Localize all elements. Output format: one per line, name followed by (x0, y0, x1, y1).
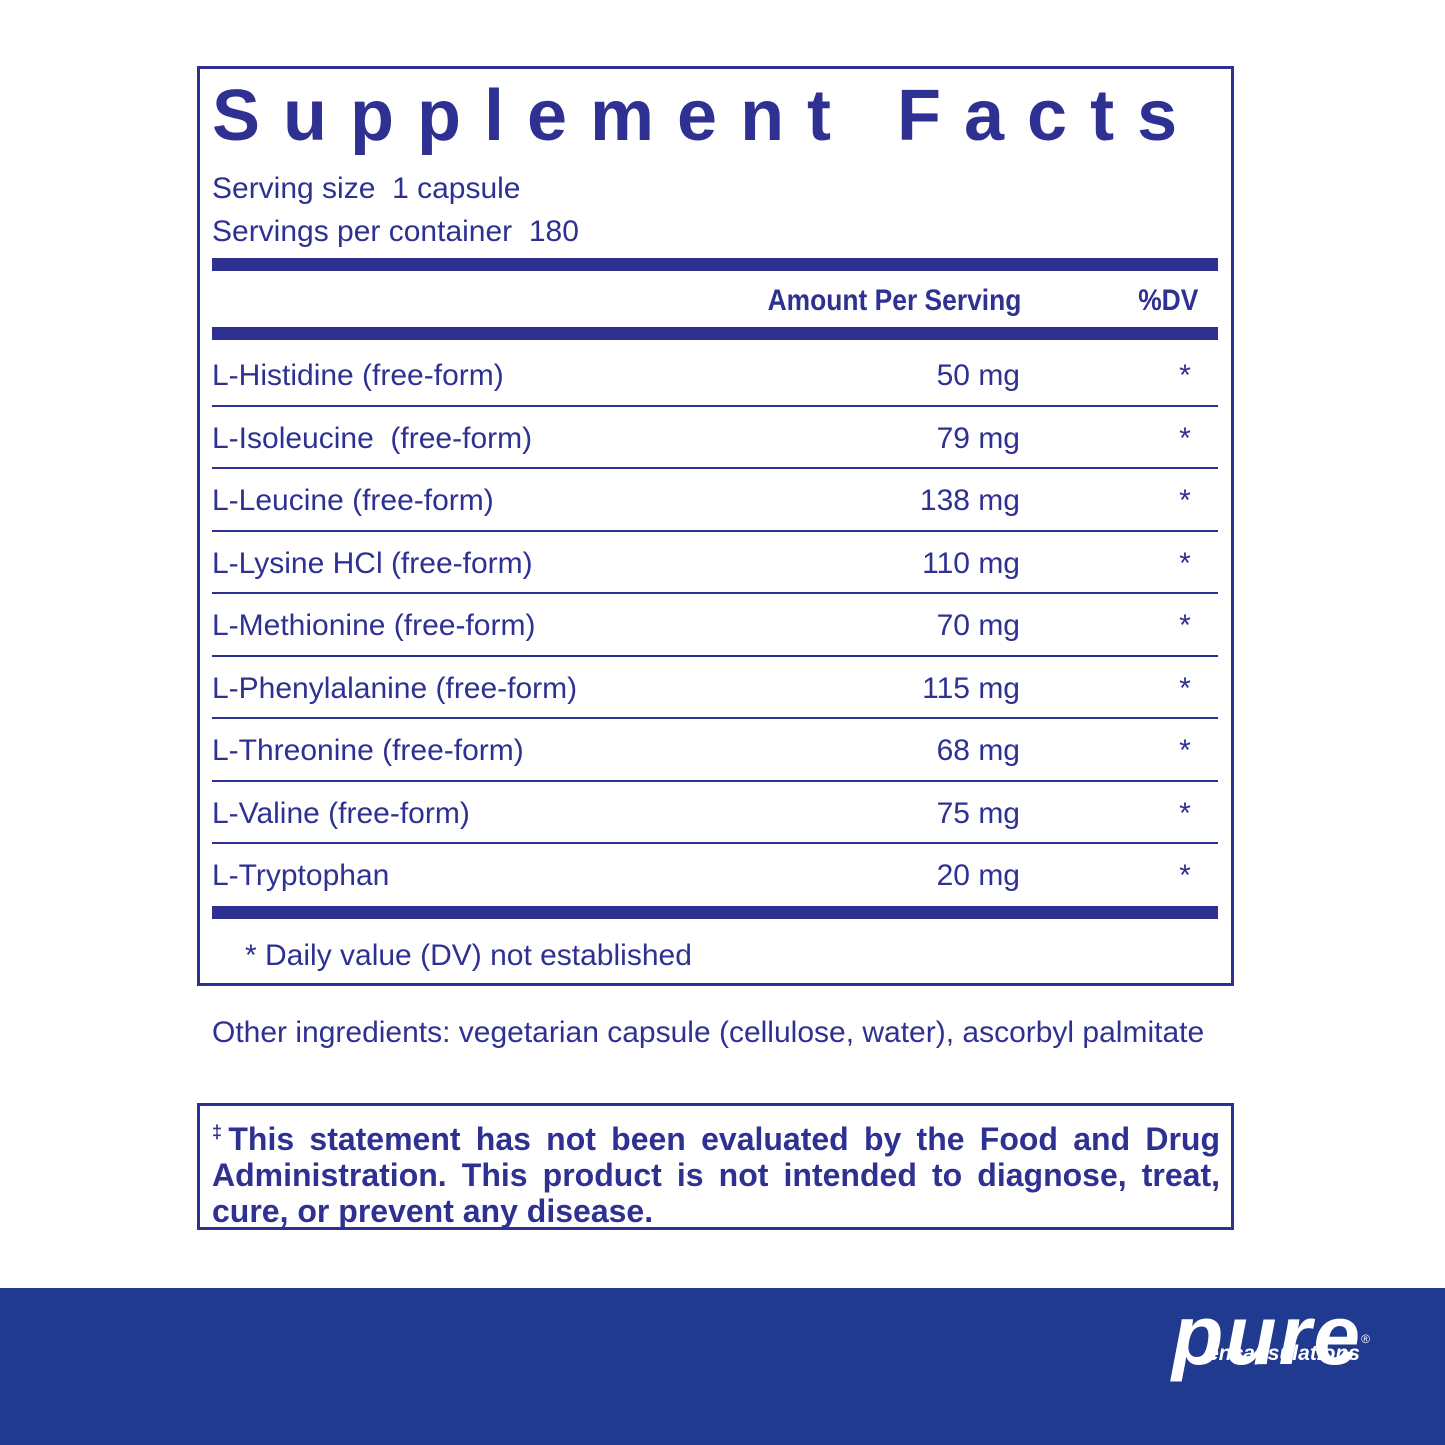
nutrient-row: L-Isoleucine (free-form) 79 mg * (212, 407, 1218, 469)
nutrient-name: L-Valine (free-form) (212, 796, 470, 830)
nutrient-amount: 115 mg (922, 671, 1020, 705)
nutrient-dv: * (1179, 671, 1191, 705)
amount-header: Amount Per Serving (767, 284, 1021, 317)
serving-size: Serving size 1 capsule (212, 172, 521, 205)
nutrient-rows: L-Histidine (free-form) 50 mg * L-Isoleucin… (212, 344, 1218, 907)
disclaimer-text: This statement has not been evaluated by… (212, 1121, 1221, 1229)
nutrient-dv: * (1179, 421, 1191, 455)
divider-bar (212, 258, 1218, 271)
title: Supplement Facts (212, 76, 1201, 156)
nutrient-amount: 75 mg (936, 796, 1020, 830)
nutrient-name: L-Leucine (free-form) (212, 484, 494, 517)
nutrient-name: L-Histidine (free-form) (212, 359, 504, 392)
nutrient-amount: 110 mg (922, 546, 1020, 580)
disclaimer: ‡This statement has not been evaluated b… (212, 1114, 1220, 1229)
nutrient-name: L-Threonine (free-form) (212, 734, 524, 767)
nutrient-amount: 79 mg (936, 421, 1020, 455)
nutrient-dv: * (1179, 734, 1191, 767)
nutrient-row: L-Phenylalanine (free-form) 115 mg * (212, 657, 1218, 719)
nutrient-name: L-Isoleucine (free-form) (212, 421, 533, 455)
nutrient-amount: 138 mg (919, 484, 1020, 517)
nutrient-dv: * (1179, 859, 1191, 892)
footnote: * Daily value (DV) not established (245, 939, 692, 972)
divider-bar (212, 906, 1218, 919)
nutrient-amount: 20 mg (936, 859, 1020, 892)
nutrient-row: L-Leucine (free-form) 138 mg * (212, 469, 1218, 532)
nutrient-name: L-Phenylalanine (free-form) (212, 671, 578, 705)
nutrient-dv: * (1179, 359, 1191, 392)
registered-mark: ® (1361, 1332, 1370, 1346)
brand-band (0, 1288, 1445, 1445)
nutrient-dv: * (1179, 609, 1191, 642)
nutrient-dv: * (1179, 796, 1191, 830)
nutrient-dv: * (1179, 546, 1191, 580)
nutrient-amount: 70 mg (936, 609, 1020, 642)
nutrient-row: L-Valine (free-form) 75 mg * (212, 782, 1218, 844)
dv-header: %DV (1137, 284, 1198, 317)
brand-tagline: encapsulations (1207, 1342, 1360, 1365)
nutrient-row: L-Tryptophan 20 mg * (212, 844, 1218, 907)
other-ingredients: Other ingredients: vegetarian capsule (c… (212, 1016, 1205, 1049)
nutrient-name: L-Methionine (free-form) (212, 609, 536, 642)
disclaimer-box (197, 1103, 1234, 1230)
nutrient-row: L-Methionine (free-form) 70 mg * (212, 594, 1218, 657)
divider-bar (212, 327, 1218, 340)
servings-per-container: Servings per container 180 (212, 215, 579, 248)
nutrient-amount: 68 mg (936, 734, 1020, 767)
nutrient-dv: * (1179, 484, 1191, 517)
nutrient-row: L-Lysine HCl (free-form) 110 mg * (212, 532, 1218, 594)
nutrient-amount: 50 mg (936, 359, 1020, 392)
disclaimer-mark: ‡ (212, 1122, 229, 1142)
logo: pure encapsulations ® (1100, 1290, 1370, 1380)
nutrient-name: L-Lysine HCl (free-form) (212, 546, 533, 580)
nutrient-name: L-Tryptophan (212, 859, 390, 892)
nutrient-row: L-Threonine (free-form) 68 mg * (212, 719, 1218, 782)
brand-name: pure (1171, 1288, 1362, 1382)
nutrient-row: L-Histidine (free-form) 50 mg * (212, 344, 1218, 407)
facts-box (197, 66, 1234, 986)
